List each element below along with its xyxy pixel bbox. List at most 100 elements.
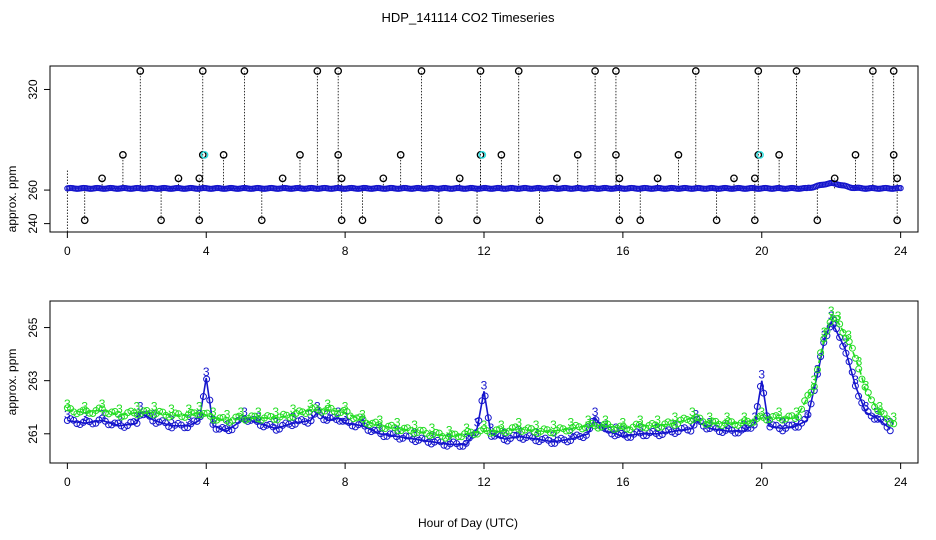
bottom-blue-point — [820, 339, 828, 347]
bottom-blue-point — [548, 439, 556, 447]
bottom-blue-point — [832, 325, 840, 333]
top-outlier-point — [278, 174, 287, 183]
top-outlier-point — [674, 151, 683, 159]
bottom-blue-point — [146, 412, 154, 420]
bottom-green-marker: 3 — [255, 405, 262, 419]
top-outlier-point — [893, 174, 902, 183]
top-outlier-point — [889, 151, 898, 159]
bottom-green-point — [693, 413, 701, 421]
bottom-green-marker: 3 — [793, 405, 800, 419]
bottom-blue-marker: 3 — [863, 400, 870, 414]
bottom-blue-point — [288, 422, 296, 430]
bottom-green-point — [801, 397, 809, 405]
top-outlier-point — [358, 216, 367, 225]
bottom-green-marker: 3 — [724, 410, 731, 424]
bottom-green-point — [740, 417, 748, 425]
bottom-green-point — [763, 416, 771, 424]
bottom-x-tick-label: 8 — [342, 475, 349, 489]
bottom-green-marker: 3 — [550, 418, 557, 432]
bottom-blue-marker: 3 — [550, 429, 557, 443]
top-cyan-point — [200, 150, 209, 159]
bottom-blue-point — [225, 427, 233, 435]
bottom-green-point — [200, 410, 208, 418]
bottom-green-point — [187, 408, 195, 416]
bottom-blue-marker: 3 — [359, 413, 366, 427]
top-panel: 0 4 8 12 16 20 24 240 260 320 approx. ppm — [5, 65, 919, 258]
bottom-green-point — [785, 412, 793, 420]
top-outlier-point — [435, 216, 443, 225]
top-outlier-point — [334, 151, 343, 159]
bottom-green-marker: 3 — [620, 415, 627, 429]
bottom-green-point — [680, 414, 688, 422]
bottom-green-point — [400, 424, 408, 432]
bottom-blue-point — [633, 428, 641, 436]
bottom-blue-point — [836, 333, 844, 341]
bottom-blue-point — [785, 421, 793, 429]
bottom-blue-marker: 3 — [99, 408, 106, 422]
bottom-green-point — [632, 420, 640, 428]
bottom-green-point — [874, 407, 882, 415]
bottom-green-marker: 3 — [706, 410, 713, 424]
top-outlier-point — [195, 216, 204, 225]
bottom-green-point — [845, 338, 853, 346]
bottom-blue-marker: 3 — [765, 413, 772, 427]
bottom-blue-marker: 3 — [751, 410, 758, 424]
bottom-blue-marker: 3 — [241, 405, 248, 419]
bottom-green-point — [63, 404, 71, 412]
bottom-green-point — [794, 413, 802, 421]
bottom-blue-point — [396, 435, 404, 443]
bottom-blue-point — [804, 411, 812, 419]
bottom-blue-marker: 3 — [168, 413, 175, 427]
bottom-blue-point — [307, 417, 315, 425]
top-outlier-point — [473, 216, 481, 225]
bottom-green-point — [384, 422, 392, 430]
bottom-blue-point — [845, 358, 853, 366]
bottom-x-tick-label: 4 — [203, 475, 210, 489]
bottom-green-marker: 3 — [429, 421, 436, 435]
bottom-green-point — [79, 406, 87, 414]
bottom-green-point — [426, 432, 434, 440]
top-outlier-point — [195, 174, 204, 183]
bottom-blue-point — [367, 428, 375, 436]
bottom-blue-point — [111, 419, 119, 427]
top-outlier-point — [615, 216, 624, 225]
bottom-green-marker: 3 — [99, 397, 106, 411]
bottom-green-point — [832, 315, 840, 323]
bottom-blue-marker: 3 — [446, 431, 453, 445]
bottom-green-marker: 3 — [210, 405, 217, 419]
bottom-blue-marker: 3 — [324, 408, 331, 422]
bottom-blue-point — [687, 427, 695, 435]
bottom-green-point — [464, 427, 472, 435]
bottom-green-point — [724, 417, 732, 425]
bottom-blue-point — [851, 382, 859, 390]
bottom-blue-point — [813, 370, 821, 378]
bottom-green-marker: 3 — [845, 328, 852, 342]
bottom-blue-point — [760, 389, 768, 397]
bottom-blue-marker: 3 — [429, 429, 436, 443]
bottom-green-marker: 3 — [481, 418, 488, 432]
top-outlier-point — [219, 151, 228, 159]
bottom-blue-point — [715, 428, 723, 436]
bottom-green-point — [855, 365, 863, 373]
bottom-blue-point — [582, 431, 590, 439]
bottom-green-marker: 3 — [856, 354, 863, 368]
top-outlier-point — [830, 174, 839, 183]
top-outlier-point — [591, 67, 599, 75]
top-outlier-point — [396, 151, 405, 159]
bottom-green-point — [210, 416, 218, 424]
bottom-green-marker: 3 — [196, 400, 203, 414]
bottom-green-point — [149, 411, 157, 419]
bottom-green-marker: 3 — [151, 400, 158, 414]
bottom-blue-point — [402, 432, 410, 440]
bottom-green-point — [178, 413, 186, 421]
bottom-x-tick-label: 16 — [616, 475, 630, 489]
top-cyan-point — [756, 150, 764, 159]
bottom-green-point — [353, 414, 361, 422]
bottom-blue-point — [703, 425, 711, 433]
top-outlier-point — [80, 216, 89, 225]
bottom-x-tick-label: 20 — [755, 475, 769, 489]
bottom-green-point — [756, 412, 764, 420]
bottom-green-point — [194, 411, 202, 419]
top-outlier-point — [792, 67, 801, 75]
